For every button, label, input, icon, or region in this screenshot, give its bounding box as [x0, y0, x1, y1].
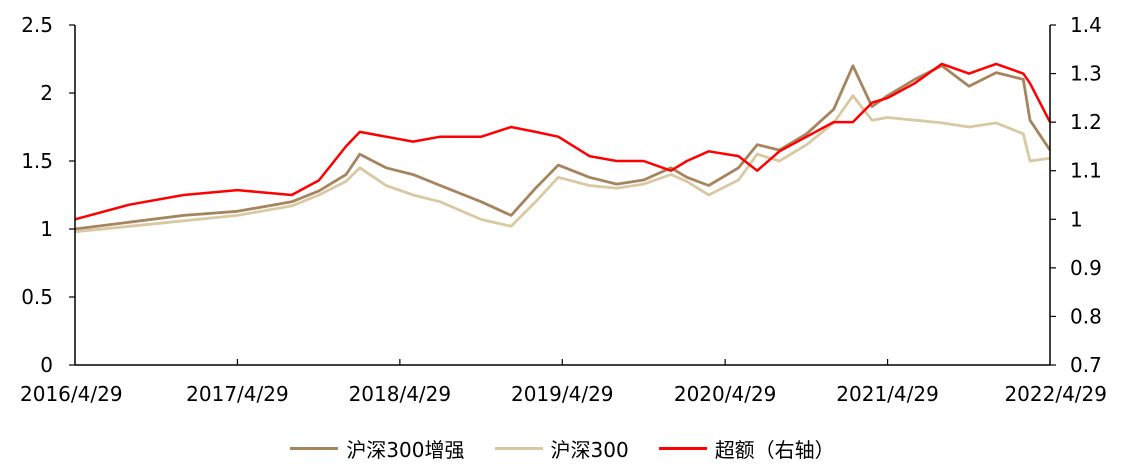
right-tick-label: 1.1 [1070, 159, 1102, 183]
series-line-1 [74, 94, 1051, 234]
legend-swatch-enhanced [290, 446, 339, 450]
left-tick-label: 2.5 [21, 13, 53, 37]
legend: 沪深300增强 沪深300 超额（右轴） [0, 428, 1125, 468]
legend-item-hs300: 沪深300 [494, 434, 629, 463]
left-tick-label: 1.5 [21, 149, 53, 173]
x-tick-label: 2020/4/29 [674, 382, 777, 406]
line-chart: 0 0.5 1 1.5 2 2.5 0.7 0.8 0.9 1 1.1 1.2 1.3 1.4 2016/4… [20, 13, 1107, 406]
x-tick-label: 2022/4/29 [1004, 382, 1107, 406]
x-tick-label: 2016/4/29 [20, 382, 123, 406]
left-tick-label: 0.5 [21, 285, 53, 309]
x-tick-label: 2021/4/29 [836, 382, 939, 406]
legend-label-enhanced: 沪深300增强 [346, 437, 465, 462]
legend-label-excess: 超额（右轴） [714, 437, 835, 462]
left-tick-label: 0 [40, 353, 53, 377]
axes-layer [69, 24, 1056, 366]
right-tick-label: 1.2 [1070, 110, 1102, 134]
left-tick-label: 1 [40, 217, 53, 241]
right-tick-label: 1.3 [1070, 62, 1102, 86]
legend-label-hs300: 沪深300 [550, 437, 629, 462]
right-tick-label: 1.4 [1070, 13, 1102, 37]
right-tick-label: 0.9 [1070, 256, 1102, 280]
x-tick-label: 2018/4/29 [349, 382, 452, 406]
x-tick-label: 2017/4/29 [186, 382, 289, 406]
left-tick-label: 2 [40, 81, 53, 105]
series-layer [74, 62, 1052, 234]
right-tick-label: 1 [1070, 207, 1083, 231]
legend-swatch-hs300 [494, 446, 543, 450]
x-tick-label: 2019/4/29 [511, 382, 614, 406]
right-tick-label: 0.7 [1070, 353, 1102, 377]
legend-item-enhanced: 沪深300增强 [290, 434, 465, 463]
series-line-2 [74, 62, 1052, 221]
series-line-0 [74, 64, 1052, 231]
legend-swatch-excess [658, 446, 707, 450]
right-tick-label: 0.8 [1070, 304, 1102, 328]
legend-item-excess: 超额（右轴） [658, 434, 835, 463]
tick-labels: 0 0.5 1 1.5 2 2.5 0.7 0.8 0.9 1 1.1 1.2 1.3 1.4 2016/4… [20, 13, 1107, 406]
